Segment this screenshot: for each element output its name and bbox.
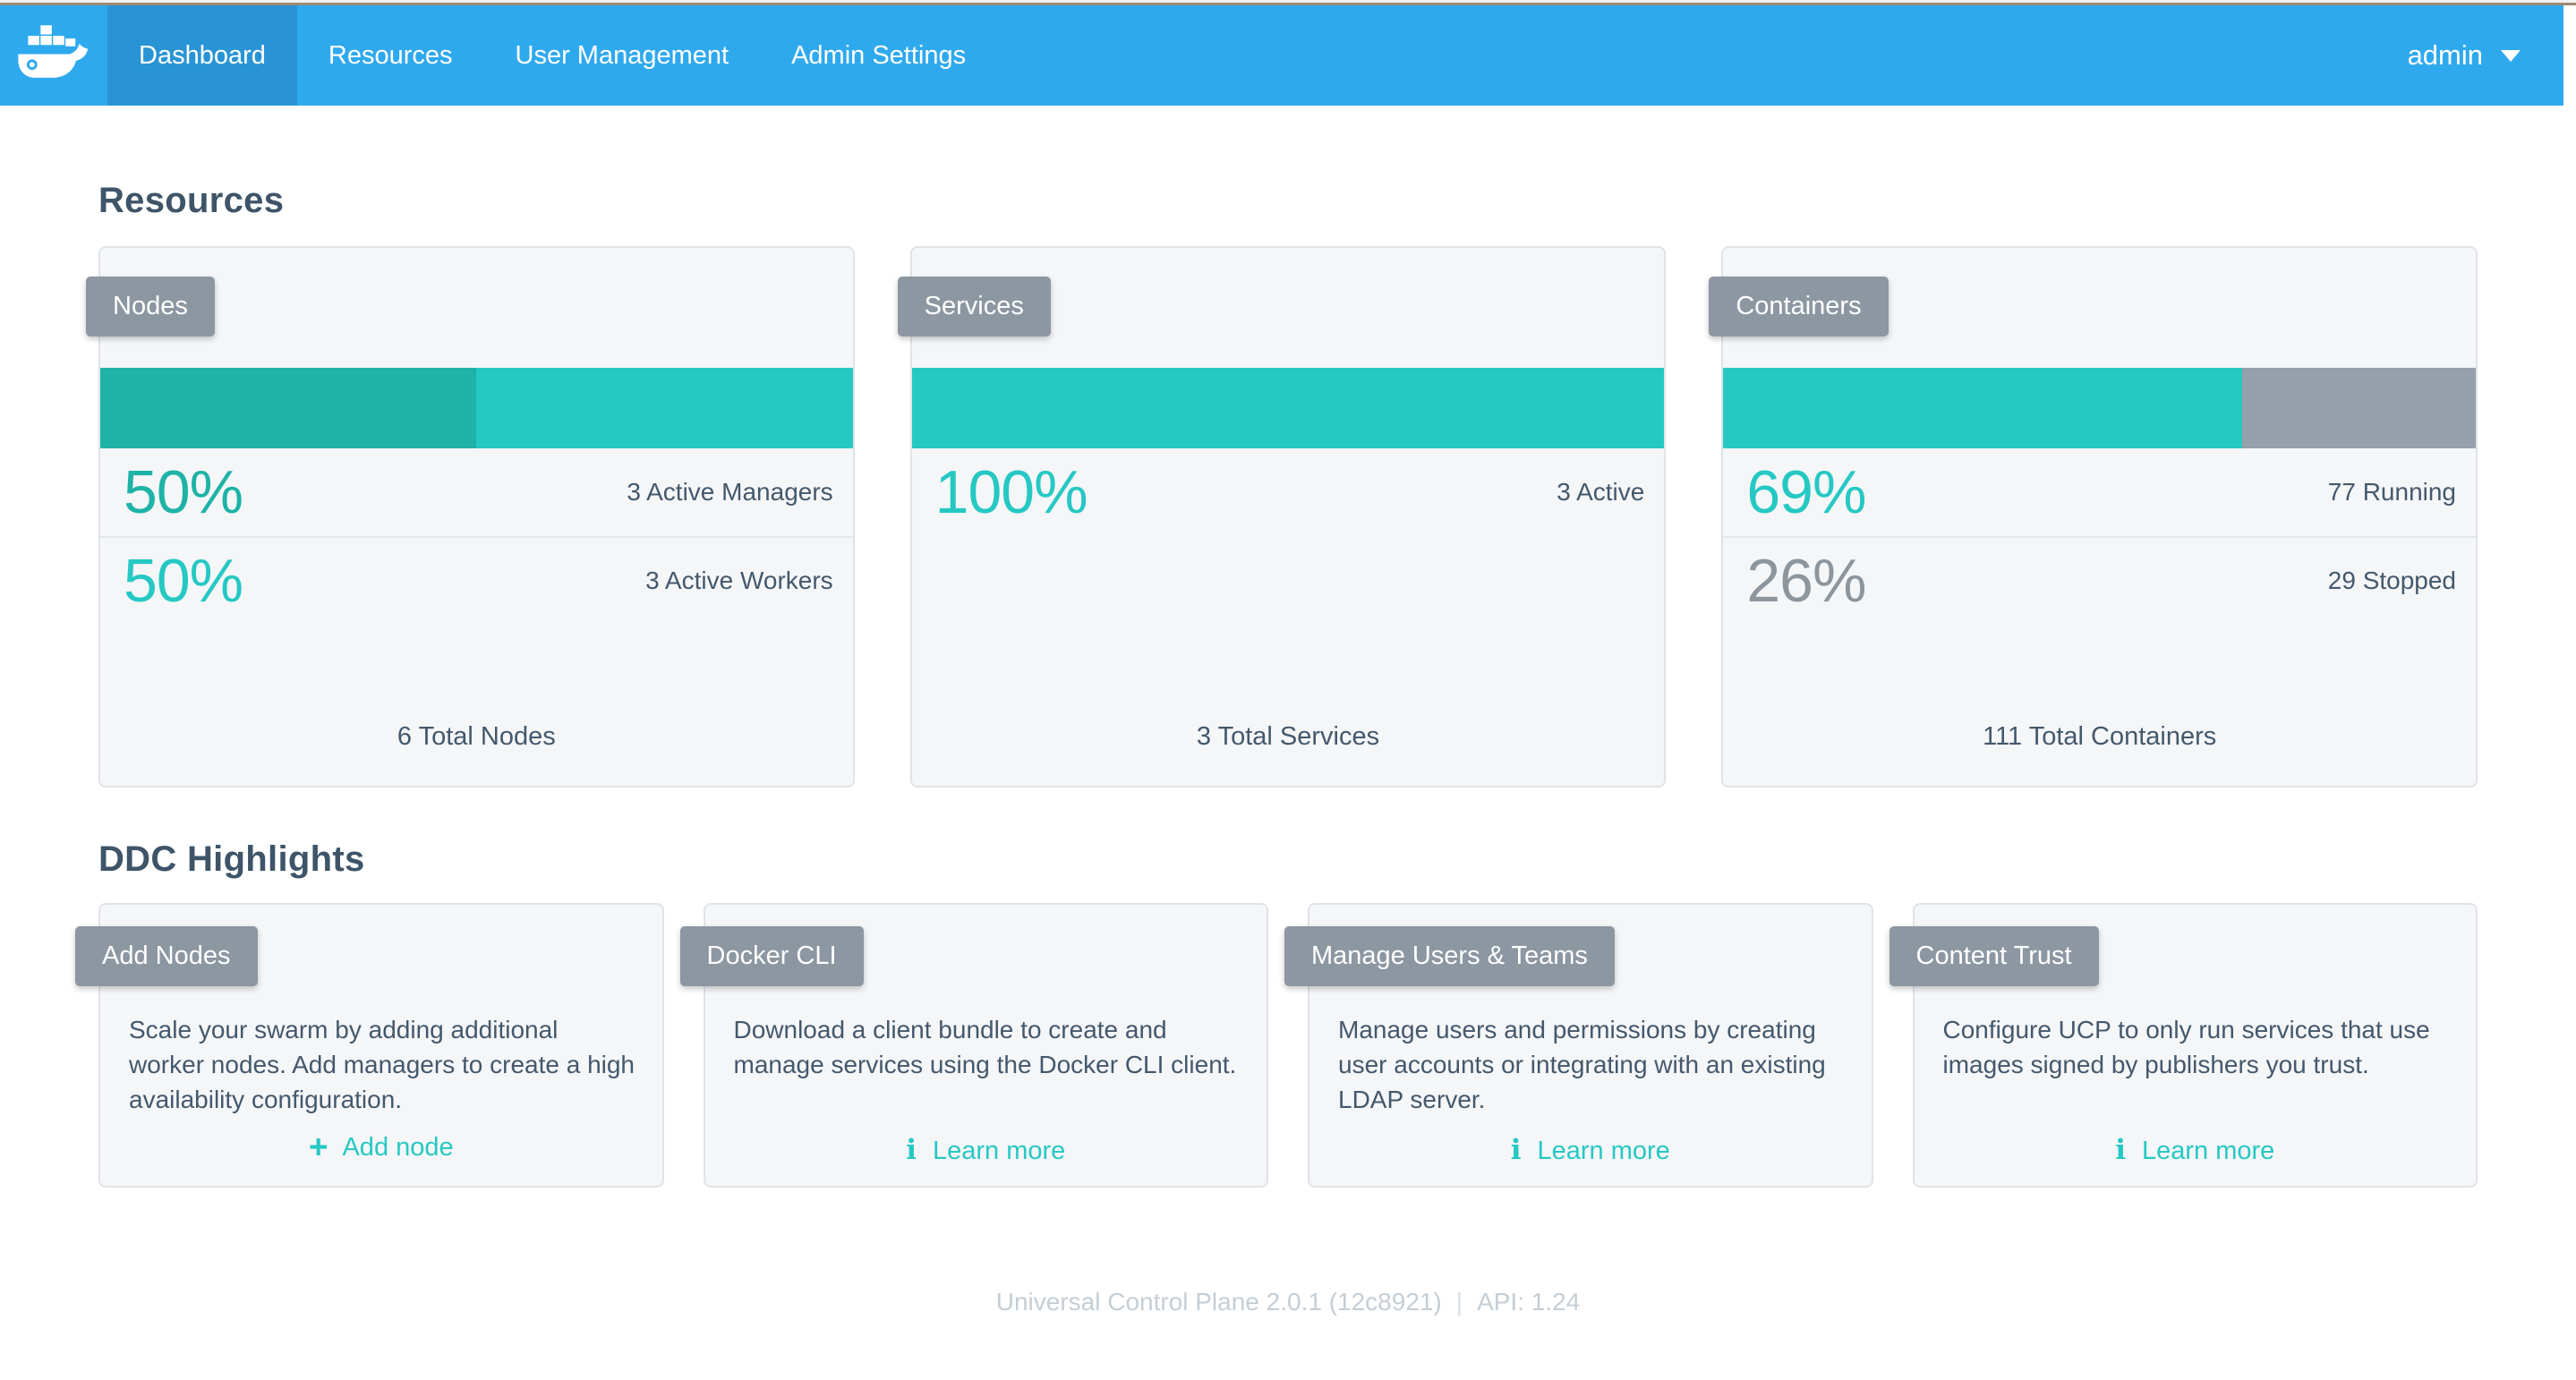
highlights-section-title: DDC Highlights xyxy=(98,839,365,879)
manage-users-teams-badge: Manage Users & Teams xyxy=(1284,926,1615,986)
nodes-card: Nodes 50% 3 Active Managers 50% 3 Active… xyxy=(86,246,855,788)
docker-cli-badge: Docker CLI xyxy=(679,926,864,986)
docker-cli-learn-more-link[interactable]: i Learn more xyxy=(705,1134,1267,1166)
content-trust-badge: Content Trust xyxy=(1889,926,2099,986)
bar-segment-stopped xyxy=(2242,368,2476,448)
top-nav-bar: Dashboard Resources User Management Admi… xyxy=(0,5,2563,106)
services-percent: 100% xyxy=(934,458,1088,526)
manage-users-teams-card: Manage Users & Teams Manage users and pe… xyxy=(1284,903,1873,1188)
services-usage-bar xyxy=(911,368,1665,448)
managers-percent: 50% xyxy=(124,458,243,526)
nodes-managers-stat-row: 50% 3 Active Managers xyxy=(100,448,853,536)
services-active-stat-row: 100% 3 Active xyxy=(912,448,1665,536)
docker-whale-icon xyxy=(18,25,89,78)
user-name: admin xyxy=(2407,39,2483,71)
user-menu[interactable]: admin xyxy=(2408,5,2563,106)
info-icon: i xyxy=(1510,1134,1522,1166)
nav-tab-admin-settings[interactable]: Admin Settings xyxy=(791,40,967,70)
resources-section-title: Resources xyxy=(98,181,285,220)
content-trust-learn-more-link[interactable]: i Learn more xyxy=(1915,1134,2477,1166)
manage-users-learn-more-link[interactable]: i Learn more xyxy=(1309,1134,1872,1166)
nav-tab-dashboard[interactable]: Dashboard xyxy=(107,5,297,106)
nodes-total: 6 Total Nodes xyxy=(397,722,556,751)
window-top-edge xyxy=(0,0,2576,5)
nav-tab-resources[interactable]: Resources xyxy=(328,40,453,70)
chevron-down-icon xyxy=(2501,49,2521,62)
plus-icon: + xyxy=(308,1129,328,1165)
docker-cli-learn-more-label: Learn more xyxy=(932,1137,1066,1165)
containers-total: 111 Total Containers xyxy=(1983,722,2217,751)
info-icon: i xyxy=(906,1134,917,1166)
highlights-cards-row: Add Nodes Scale your swarm by adding add… xyxy=(75,903,2478,1188)
running-percent: 69% xyxy=(1746,458,1866,526)
info-icon: i xyxy=(2115,1134,2126,1166)
docker-cli-card: Docker CLI Download a client bundle to c… xyxy=(679,903,1268,1188)
containers-running-stat-row: 69% 77 Running xyxy=(1723,448,2476,536)
content-trust-card: Content Trust Configure UCP to only run … xyxy=(1889,903,2478,1188)
add-node-link[interactable]: + Add node xyxy=(100,1129,662,1166)
containers-usage-bar xyxy=(1723,368,2476,448)
bar-segment-active-workers xyxy=(476,368,853,448)
main-content: Resources Nodes 50% 3 Active Managers 50… xyxy=(0,106,2576,1188)
bar-segment-running xyxy=(1723,368,2243,448)
add-node-link-label: Add node xyxy=(342,1133,454,1162)
bar-segment-active-services xyxy=(911,368,1665,448)
services-card: Services 100% 3 Active 3 Total Services xyxy=(897,246,1667,788)
footer-separator: | xyxy=(1455,1288,1463,1316)
api-version-text: API: 1.24 xyxy=(1477,1288,1581,1316)
bar-segment-active-managers xyxy=(100,368,477,448)
docker-cli-description: Download a client bundle to create and m… xyxy=(733,1016,1237,1078)
containers-stopped-stat-row: 26% 29 Stopped xyxy=(1723,536,2477,624)
running-label: 77 Running xyxy=(2327,478,2457,506)
services-active-label: 3 Active xyxy=(1557,478,1645,506)
services-total: 3 Total Services xyxy=(1196,722,1380,751)
add-nodes-card: Add Nodes Scale your swarm by adding add… xyxy=(75,903,664,1188)
main-nav: Dashboard Resources User Management Admi… xyxy=(107,5,997,106)
docker-logo[interactable] xyxy=(0,5,107,106)
manage-users-teams-description: Manage users and permissions by creating… xyxy=(1338,1016,1826,1113)
add-nodes-badge: Add Nodes xyxy=(75,926,258,986)
services-card-badge: Services xyxy=(897,277,1051,336)
version-text: Universal Control Plane 2.0.1 (12c8921) xyxy=(995,1288,1442,1316)
workers-label: 3 Active Workers xyxy=(645,566,833,594)
manage-users-learn-more-label: Learn more xyxy=(1537,1137,1670,1165)
stopped-percent: 26% xyxy=(1746,547,1866,615)
footer: Universal Control Plane 2.0.1 (12c8921) |… xyxy=(0,1288,2576,1316)
containers-card: Containers 69% 77 Running 26% 29 Stopped… xyxy=(1709,246,2478,788)
nodes-card-badge: Nodes xyxy=(86,277,215,336)
content-trust-learn-more-label: Learn more xyxy=(2141,1137,2275,1165)
nav-tab-user-management[interactable]: User Management xyxy=(515,40,729,70)
nodes-workers-stat-row: 50% 3 Active Workers xyxy=(100,536,853,624)
managers-label: 3 Active Managers xyxy=(627,478,833,506)
add-nodes-description: Scale your swarm by adding additional wo… xyxy=(129,1016,635,1113)
containers-card-badge: Containers xyxy=(1709,277,1889,336)
nodes-usage-bar xyxy=(100,368,853,448)
workers-percent: 50% xyxy=(124,547,243,615)
resources-cards-row: Nodes 50% 3 Active Managers 50% 3 Active… xyxy=(86,246,2478,788)
stopped-label: 29 Stopped xyxy=(2327,566,2457,594)
content-trust-description: Configure UCP to only run services that … xyxy=(1942,1016,2430,1078)
